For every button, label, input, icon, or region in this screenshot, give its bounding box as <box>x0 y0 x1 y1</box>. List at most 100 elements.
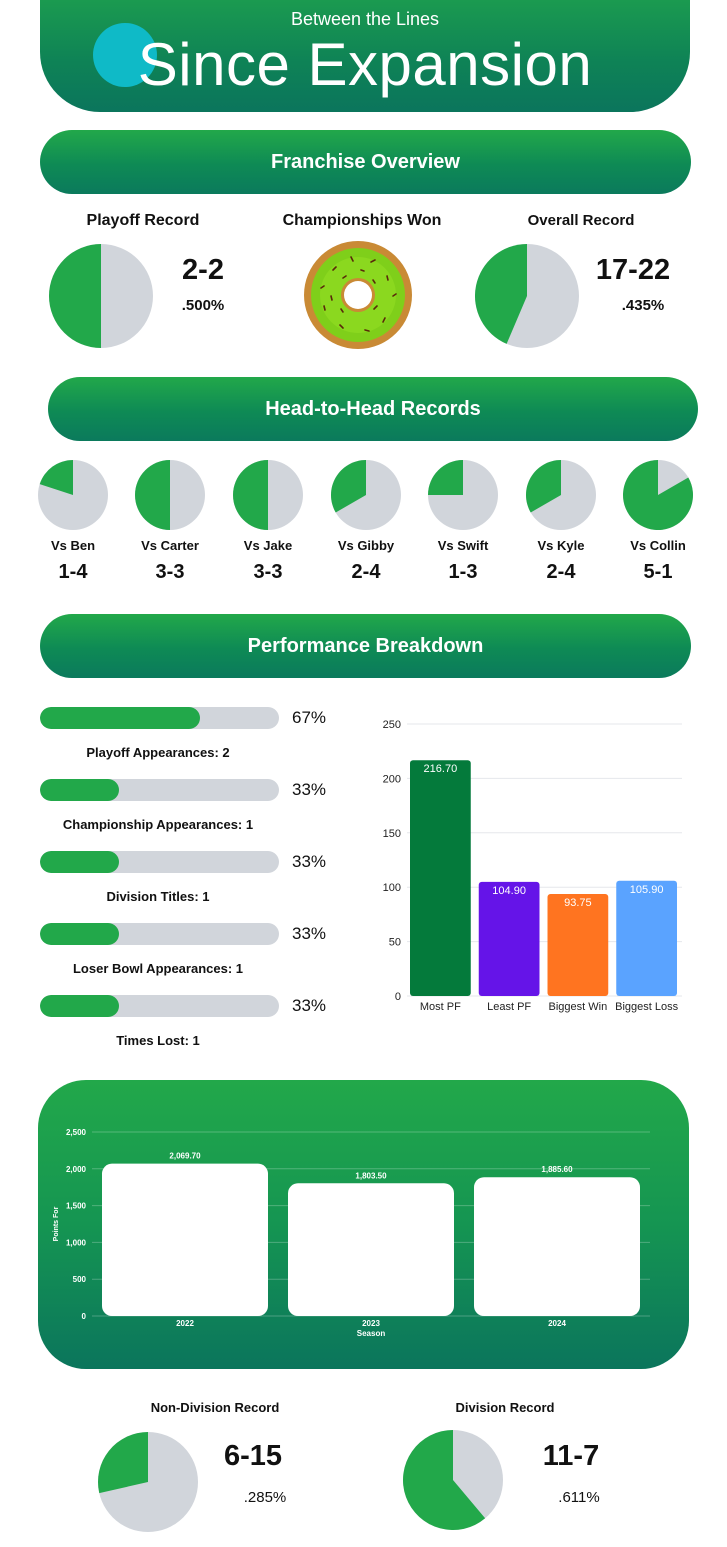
perf-category-label: Most PF <box>420 1001 461 1013</box>
season-y-axis-title: Points For <box>53 1206 60 1241</box>
progress-bar-fill <box>40 707 201 729</box>
division-label: Division Record <box>455 1400 555 1415</box>
h2h-opponent-name: Vs Gibby <box>337 538 395 553</box>
progress-bar-fill <box>40 995 119 1017</box>
overall-pie-win-slice <box>475 244 527 344</box>
h2h-list: Vs Ben 1-4 Vs Carter 3-3 Vs Jake 3-3 Vs Gibby 2… <box>0 455 727 595</box>
playoff-pie-group <box>49 244 153 348</box>
h2h-item: Vs Collin 5-1 <box>613 455 703 590</box>
section-banner-h2h: Head-to-Head Records <box>48 377 698 441</box>
h2h-record: 3-3 <box>155 561 185 583</box>
perf-category-label: Biggest Win <box>549 1001 608 1013</box>
overall-record-pct: .435% <box>621 297 665 314</box>
perf-category-label: Least PF <box>487 1001 531 1013</box>
non-division-label: Non-Division Record <box>150 1400 280 1415</box>
perf-bar <box>478 881 540 996</box>
h2h-record: 2-4 <box>546 561 576 583</box>
perf-bar <box>616 880 677 996</box>
season-bar <box>288 1183 454 1316</box>
non-division-pie-group <box>98 1432 198 1532</box>
playoff-record-pct: .500% <box>181 297 225 314</box>
progress-label: Times Lost: 1 <box>116 1033 200 1048</box>
season-category-label: 2023 <box>362 1319 380 1328</box>
h2h-record: 2-4 <box>351 561 381 583</box>
h2h-record: 5-1 <box>643 561 673 583</box>
perf-ytick-label: 150 <box>383 828 401 840</box>
progress-percent: 33% <box>292 924 327 943</box>
season-points-chart: 0 500 1,000 1,500 2,000 2,500 2,069.70 2022 1,80… <box>53 1128 650 1338</box>
h2h-record: 1-3 <box>448 561 478 583</box>
h2h-item: Vs Jake 3-3 <box>223 455 313 590</box>
h2h-pie-win-slice <box>39 460 73 495</box>
progress-percent: 33% <box>292 852 327 871</box>
section-banner-franchise: Franchise Overview <box>40 130 691 194</box>
perf-category-label: Biggest Loss <box>615 1001 678 1013</box>
progress-bar-track <box>40 707 279 729</box>
season-ytick-label: 1,500 <box>66 1202 87 1211</box>
progress-bar-fill <box>40 779 119 801</box>
h2h-opponent-name: Vs Swift <box>437 538 489 553</box>
playoff-record-label: Playoff Record <box>86 212 200 229</box>
progress-percent: 67% <box>292 708 327 727</box>
h2h-item: Vs Kyle 2-4 <box>516 455 606 590</box>
season-bar-value-label: 1,885.60 <box>541 1165 573 1174</box>
season-bar <box>474 1177 640 1316</box>
perf-bar-value-label: 104.90 <box>492 885 526 897</box>
perf-bar-value-label: 216.70 <box>424 763 458 775</box>
h2h-pie-win-slice <box>428 460 463 495</box>
h2h-item: Vs Gibby 2-4 <box>321 455 411 590</box>
season-category-label: 2022 <box>176 1319 194 1328</box>
overall-pie <box>475 244 579 348</box>
donut-icon <box>304 241 412 349</box>
h2h-item: Vs Ben 1-4 <box>28 455 118 590</box>
season-category-label: 2024 <box>548 1319 566 1328</box>
playoff-record-value: 2-2 <box>182 254 224 286</box>
progress-bar-fill <box>40 923 119 945</box>
h2h-pie <box>331 460 401 530</box>
h2h-item: Vs Swift 1-3 <box>418 455 508 590</box>
perf-bar-value-label: 105.90 <box>630 884 664 896</box>
progress-percent: 33% <box>292 996 327 1015</box>
season-ytick-label: 500 <box>73 1275 87 1284</box>
progress-percent: 33% <box>292 780 327 799</box>
h2h-pie-win-slice <box>331 460 366 513</box>
page-title: Since Expansion <box>137 31 593 98</box>
season-bar-value-label: 1,803.50 <box>355 1171 387 1180</box>
h2h-opponent-name: Vs Collin <box>630 538 686 553</box>
perf-ytick-label: 100 <box>383 882 401 894</box>
season-ytick-label: 1,000 <box>66 1238 87 1247</box>
playoff-pie <box>49 244 153 348</box>
progress-label: Division Titles: 1 <box>106 889 210 904</box>
division-pie <box>403 1430 503 1530</box>
perf-ytick-label: 250 <box>383 719 401 731</box>
progress-label: Loser Bowl Appearances: 1 <box>72 961 243 976</box>
perf-bar <box>547 894 609 996</box>
progress-label: Playoff Appearances: 2 <box>86 745 230 760</box>
non-division-pie <box>98 1432 198 1532</box>
h2h-opponent-name: Vs Ben <box>50 538 96 553</box>
h2h-record: 1-4 <box>58 561 88 583</box>
h2h-opponent-name: Vs Jake <box>243 538 293 553</box>
progress-list: 67% Playoff Appearances: 2 33% Championship… <box>0 690 360 1060</box>
h2h-pie <box>623 460 693 530</box>
division-pie-group <box>403 1430 503 1530</box>
h2h-item: Vs Carter 3-3 <box>125 455 215 590</box>
progress-label: Championship Appearances: 1 <box>62 817 254 832</box>
perf-bar <box>410 760 471 996</box>
accent-dot <box>93 23 157 87</box>
perf-bar-value-label: 93.75 <box>564 897 592 909</box>
overall-pie-group <box>475 244 579 348</box>
page-header: Between the Lines Since Expansion <box>40 0 690 112</box>
championships-label: Championships Won <box>282 212 442 229</box>
perf-ytick-label: 200 <box>383 773 401 785</box>
h2h-opponent-name: Vs Kyle <box>537 538 585 553</box>
header-subtitle: Between the Lines <box>290 9 440 29</box>
h2h-record: 3-3 <box>253 561 283 583</box>
overall-record-label: Overall Record <box>527 212 635 229</box>
progress-bar-fill <box>40 851 119 873</box>
h2h-pie <box>526 460 596 530</box>
perf-ytick-label: 0 <box>395 991 401 1003</box>
season-bar-value-label: 2,069.70 <box>169 1152 201 1161</box>
non-division-pie-win-slice <box>98 1432 148 1494</box>
season-ytick-label: 2,000 <box>66 1165 87 1174</box>
